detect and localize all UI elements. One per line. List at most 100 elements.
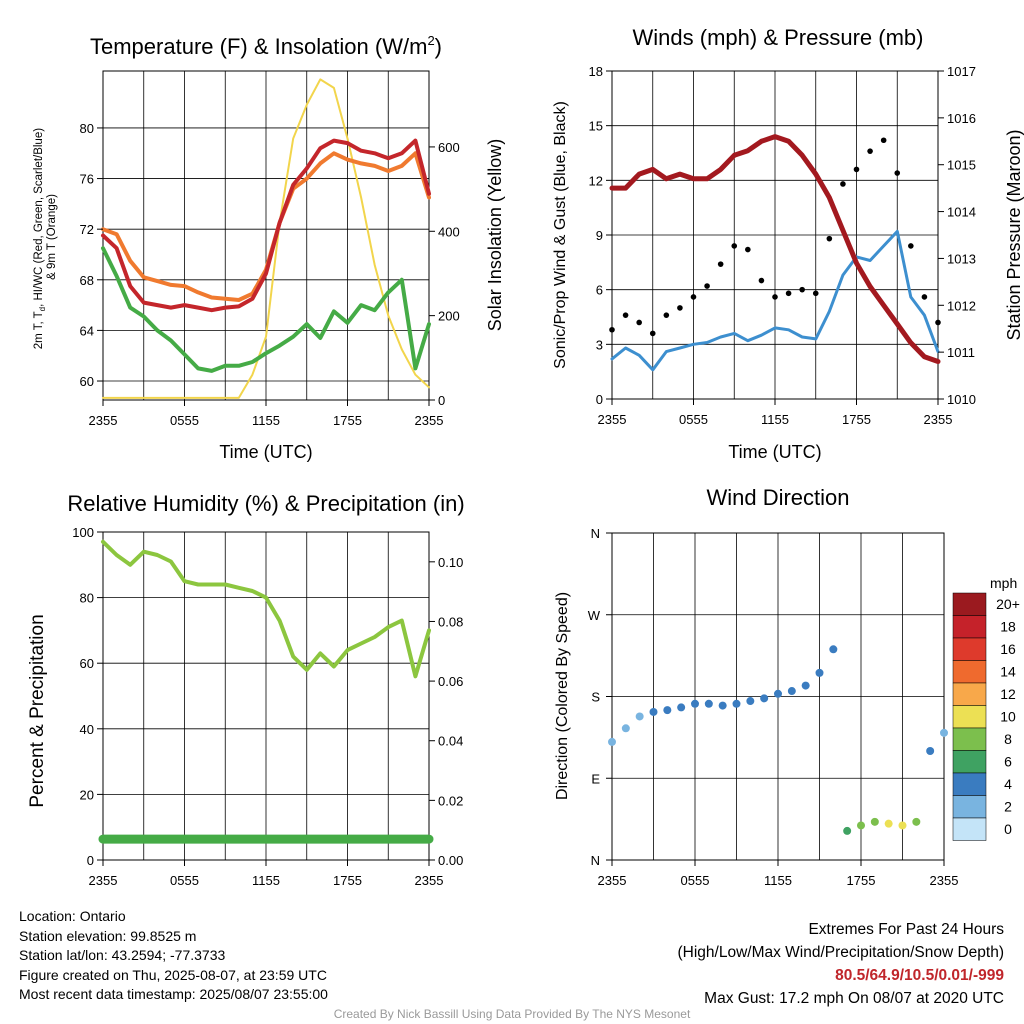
y-tick-label-left: 80 bbox=[80, 121, 94, 136]
timestamp-line: Most recent data timestamp: 2025/08/07 2… bbox=[19, 986, 328, 1002]
y-tick-label-left: 15 bbox=[589, 119, 603, 134]
y-tick-label-left: 9 bbox=[596, 228, 603, 243]
temperature-panel: Temperature (F) & Insolation (W/m2) 60 64… bbox=[33, 33, 505, 462]
gust-point bbox=[704, 283, 710, 289]
direction-point bbox=[774, 689, 782, 698]
x-tick-label: 1755 bbox=[847, 873, 876, 888]
legend-swatch bbox=[952, 660, 987, 684]
humidity-title: Relative Humidity (%) & Precipitation (i… bbox=[67, 491, 464, 516]
x-tick-label: 1155 bbox=[764, 873, 792, 888]
y-tick-label-left: 3 bbox=[596, 337, 603, 352]
humidity-panel: Relative Humidity (%) & Precipitation (i… bbox=[27, 491, 465, 888]
y-tick-label-right: 1012 bbox=[947, 298, 976, 313]
gust-point bbox=[663, 312, 670, 318]
legend-swatch bbox=[952, 592, 987, 616]
legend-label: 10 bbox=[1000, 709, 1016, 725]
direction-tick-label: N bbox=[591, 526, 600, 541]
legend-swatch bbox=[952, 615, 987, 639]
solar-insolation-line bbox=[102, 78, 430, 399]
y-tick-label-right: 1013 bbox=[947, 251, 976, 266]
gust-point bbox=[799, 286, 805, 293]
temperature-ylabel-sub: d bbox=[38, 307, 47, 311]
gust-point bbox=[853, 166, 860, 173]
legend-label: 14 bbox=[1000, 664, 1016, 680]
direction-tick-label: N bbox=[591, 853, 600, 868]
y-tick-label-left: 0 bbox=[596, 392, 603, 407]
x-tick-label: 1755 bbox=[333, 413, 362, 428]
direction-point bbox=[677, 703, 686, 712]
direction-point bbox=[621, 724, 630, 733]
max-gust-line: Max Gust: 17.2 mph On 08/07 at 2020 UTC bbox=[704, 990, 1004, 1007]
direction-point bbox=[870, 817, 879, 826]
legend-label: 4 bbox=[1004, 776, 1012, 792]
extremes-info: Extremes For Past 24 Hours (High/Low/Max… bbox=[678, 918, 1005, 1010]
direction-point bbox=[608, 737, 616, 746]
y-tick-label-right: 1010 bbox=[947, 392, 976, 407]
gust-point bbox=[826, 235, 833, 242]
y-tick-label-left: 40 bbox=[80, 722, 94, 737]
legend-swatch bbox=[952, 795, 987, 819]
y-tick-label-right: 1016 bbox=[947, 111, 976, 126]
gust-point bbox=[717, 261, 724, 267]
gust-point bbox=[731, 243, 738, 249]
x-tick-label: 2355 bbox=[89, 413, 118, 428]
y-tick-label-right: 0.00 bbox=[438, 853, 463, 868]
x-tick-label: 0555 bbox=[681, 873, 710, 888]
direction-point bbox=[801, 681, 810, 690]
gust-point bbox=[894, 170, 901, 176]
y-tick-label-right: 1015 bbox=[947, 158, 976, 173]
temperature-xlabel: Time (UTC) bbox=[219, 442, 312, 462]
x-tick-label: 2355 bbox=[598, 412, 627, 427]
dewpoint-line bbox=[101, 246, 431, 373]
location-line: Location: Ontario bbox=[19, 908, 126, 924]
legend-swatch bbox=[952, 682, 987, 706]
x-tick-label: 2355 bbox=[415, 873, 444, 888]
y-tick-label-left: 68 bbox=[80, 273, 94, 288]
x-tick-label: 1755 bbox=[842, 412, 871, 427]
gust-point bbox=[812, 290, 819, 297]
direction-point bbox=[843, 826, 852, 835]
temperature-title-sup: 2 bbox=[427, 33, 434, 48]
y-tick-label-left: 12 bbox=[589, 173, 603, 188]
gust-point bbox=[880, 137, 887, 144]
y-tick-label-left: 0 bbox=[87, 853, 94, 868]
y-tick-label-left: 60 bbox=[80, 656, 94, 671]
elevation-line: Station elevation: 99.8525 m bbox=[19, 927, 197, 944]
direction-point bbox=[898, 821, 907, 830]
legend-label: 20+ bbox=[996, 596, 1020, 612]
direction-ylabel-left: Direction (Colored By Speed) bbox=[554, 592, 571, 800]
direction-point bbox=[635, 712, 644, 721]
legend-swatch bbox=[952, 705, 987, 729]
gust-point bbox=[649, 330, 656, 337]
direction-point bbox=[787, 687, 796, 696]
x-tick-label: 1155 bbox=[252, 413, 280, 428]
winds-grid bbox=[612, 70, 938, 400]
y-tick-label-right: 0.06 bbox=[438, 674, 463, 689]
y-tick-label-left: 6 bbox=[596, 283, 603, 298]
y-tick-label-right: 0.10 bbox=[438, 555, 463, 570]
winds-panel: Winds (mph) & Pressure (mb) 0 3 6 9 12 15 18 10… bbox=[552, 25, 1024, 462]
temperature-title-end: ) bbox=[435, 34, 442, 59]
direction-point bbox=[663, 706, 672, 715]
gust-point bbox=[758, 277, 765, 284]
gust-point bbox=[921, 294, 928, 300]
x-tick-label: 2355 bbox=[598, 873, 627, 888]
direction-point bbox=[704, 699, 713, 708]
y-tick-label-right: 1011 bbox=[947, 345, 975, 360]
gust-point bbox=[622, 312, 629, 318]
gust-point bbox=[609, 326, 615, 333]
temperature-ylabel-right: Solar Insolation (Yellow) bbox=[485, 139, 505, 331]
winds-title: Winds (mph) & Pressure (mb) bbox=[633, 25, 924, 50]
temperature-line bbox=[101, 138, 431, 313]
direction-point bbox=[760, 694, 769, 703]
y-tick-label-left: 72 bbox=[80, 222, 94, 237]
temperature-grid bbox=[103, 71, 429, 400]
direction-point bbox=[926, 747, 935, 755]
x-tick-label: 0555 bbox=[170, 413, 199, 428]
gust-point bbox=[785, 290, 792, 297]
temperature-series bbox=[101, 78, 431, 399]
temperature-ylabel-left: 2m T, Td, HI/WC (Red, Green, Scarlet/Blu… bbox=[33, 125, 58, 350]
gust-point bbox=[908, 243, 914, 249]
latlon-line: Station lat/lon: 43.2594; -77.3733 bbox=[19, 947, 226, 963]
